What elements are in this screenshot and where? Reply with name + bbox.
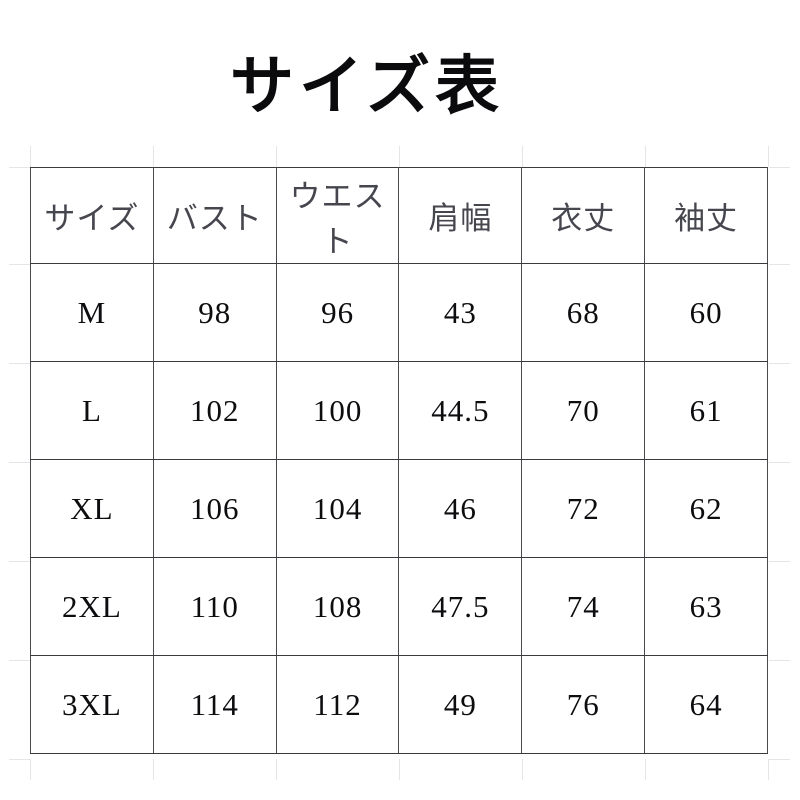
value-cell: 46 (398, 459, 523, 558)
gridline-stub (399, 759, 400, 780)
gridline-stub (645, 759, 646, 780)
size-label-cell: 2XL (30, 557, 154, 656)
gridline-stub (9, 264, 30, 265)
value-cell: 114 (152, 655, 277, 754)
value-cell: 43 (398, 263, 523, 362)
page-title: サイズ表 (0, 51, 800, 122)
value-cell: 108 (275, 557, 400, 656)
gridline-stub (769, 264, 790, 265)
gridline-stub (9, 561, 30, 562)
header-cell-shoulder: 肩幅 (398, 167, 523, 264)
size-chart-table: サイズ バスト ウエスト 肩幅 衣丈 袖丈 M 98 96 43 68 60 L… (30, 167, 768, 754)
value-cell: 106 (152, 459, 277, 558)
gridline-stub (9, 363, 30, 364)
value-cell: 63 (644, 557, 768, 656)
size-label-cell: L (30, 361, 154, 460)
gridline-stub (276, 759, 277, 780)
header-row: サイズ バスト ウエスト 肩幅 衣丈 袖丈 (30, 167, 768, 264)
gridline-stub (769, 363, 790, 364)
size-label-cell: XL (30, 459, 154, 558)
table-header: サイズ バスト ウエスト 肩幅 衣丈 袖丈 (30, 167, 768, 264)
gridline-stub (30, 759, 31, 780)
value-cell: 110 (152, 557, 277, 656)
gridline-stub (769, 660, 790, 661)
value-cell: 98 (152, 263, 277, 362)
value-cell: 96 (275, 263, 400, 362)
header-cell-bust: バスト (152, 167, 277, 264)
gridline-stub (153, 146, 154, 167)
table-row-3xl: 3XL 114 112 49 76 64 (30, 655, 768, 754)
value-cell: 70 (521, 361, 646, 460)
size-label-cell: 3XL (30, 655, 154, 754)
value-cell: 64 (644, 655, 768, 754)
value-cell: 100 (275, 361, 400, 460)
header-cell-length: 衣丈 (521, 167, 646, 264)
header-cell-size: サイズ (30, 167, 154, 264)
gridline-stub (769, 759, 790, 760)
value-cell: 44.5 (398, 361, 523, 460)
gridline-stub (522, 759, 523, 780)
value-cell: 49 (398, 655, 523, 754)
page-title-text: サイズ表 (229, 51, 505, 122)
gridline-stub (9, 660, 30, 661)
gridline-stub (153, 759, 154, 780)
gridline-stub (769, 462, 790, 463)
value-cell: 112 (275, 655, 400, 754)
table-body: M 98 96 43 68 60 L 102 100 44.5 70 61 XL… (30, 263, 768, 754)
gridline-stub (522, 146, 523, 167)
gridline-stub (768, 146, 769, 167)
table-row-m: M 98 96 43 68 60 (30, 263, 768, 362)
gridline-stub (9, 167, 30, 168)
gridline-stub (769, 167, 790, 168)
value-cell: 62 (644, 459, 768, 558)
header-cell-sleeve: 袖丈 (644, 167, 768, 264)
header-cell-waist: ウエスト (275, 167, 400, 264)
gridline-stub (30, 146, 31, 167)
table-row-l: L 102 100 44.5 70 61 (30, 361, 768, 460)
value-cell: 61 (644, 361, 768, 460)
value-cell: 72 (521, 459, 646, 558)
value-cell: 104 (275, 459, 400, 558)
value-cell: 68 (521, 263, 646, 362)
gridline-stub (276, 146, 277, 167)
value-cell: 76 (521, 655, 646, 754)
table-row-2xl: 2XL 110 108 47.5 74 63 (30, 557, 768, 656)
gridline-stub (9, 759, 30, 760)
value-cell: 47.5 (398, 557, 523, 656)
gridline-stub (769, 561, 790, 562)
gridline-stub (645, 146, 646, 167)
value-cell: 60 (644, 263, 768, 362)
gridline-stub (768, 759, 769, 780)
value-cell: 74 (521, 557, 646, 656)
gridline-stub (399, 146, 400, 167)
size-label-cell: M (30, 263, 154, 362)
value-cell: 102 (152, 361, 277, 460)
gridline-stub (9, 462, 30, 463)
table-row-xl: XL 106 104 46 72 62 (30, 459, 768, 558)
